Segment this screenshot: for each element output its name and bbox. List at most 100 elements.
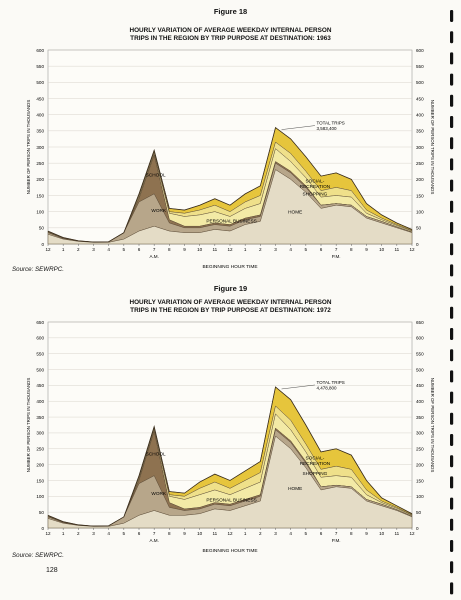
figure-18-title: HOURLY VARIATION OF AVERAGE WEEKDAY INTE…	[40, 27, 421, 43]
fig0-xtick-18: 6	[320, 247, 323, 252]
fig0-ytick-right-600: 600	[416, 48, 424, 53]
fig1-ytick-right-50: 50	[416, 510, 422, 515]
fig1-xtick-19: 7	[335, 531, 338, 536]
fig0-xtick-17: 5	[305, 247, 308, 252]
fig1-ytick-right-100: 100	[416, 494, 424, 499]
fig0-ytick-left-400: 400	[36, 112, 44, 117]
fig1-xtick-3: 3	[92, 531, 95, 536]
fig0-am-label: A.M.	[149, 254, 158, 259]
binding-mark-16	[450, 349, 454, 362]
fig0-pm-label: P.M.	[332, 254, 341, 259]
fig1-ytick-right-350: 350	[416, 415, 424, 420]
fig1-xtick-12: 12	[227, 531, 233, 536]
fig1-ytick-right-450: 450	[416, 383, 424, 388]
fig1-ytick-left-0: 0	[41, 526, 44, 531]
fig0-xtick-4: 4	[107, 247, 110, 252]
fig1-series-label-work: WORK	[151, 491, 166, 496]
fig1-xtick-14: 2	[259, 531, 262, 536]
fig0-total-trips-leader	[281, 125, 315, 130]
binding-mark-26	[450, 561, 454, 574]
fig1-series-label-social-recreation-1: RECREATION	[300, 461, 330, 466]
fig0-ytick-left-350: 350	[36, 129, 44, 134]
fig1-xtick-22: 10	[379, 531, 385, 536]
fig0-series-label-social-recreation-0: SOCIAL-	[306, 178, 325, 183]
fig1-series-label-social-recreation-0: SOCIAL-	[306, 456, 325, 461]
fig1-ytick-left-200: 200	[36, 462, 44, 467]
fig0-ytick-left-50: 50	[39, 226, 45, 231]
fig0-ytick-right-300: 300	[416, 145, 424, 150]
figure-19-title-line-1: HOURLY VARIATION OF AVERAGE WEEKDAY INTE…	[129, 299, 332, 306]
binding-mark-23	[450, 497, 454, 510]
binding-mark-22	[450, 476, 454, 489]
fig0-ytick-right-500: 500	[416, 80, 424, 85]
binding-mark-14	[450, 306, 454, 319]
fig0-series-label-shopping: SHOPPING	[303, 192, 328, 197]
fig0-ytick-left-100: 100	[36, 209, 44, 214]
fig1-xtick-23: 11	[394, 531, 399, 536]
fig1-xlabel: BEGINNING HOUR TIME	[202, 548, 257, 554]
binding-mark-8	[450, 179, 454, 192]
fig1-ylabel-right: NUMBER OF PERSON TRIPS IN THOUSANDS	[430, 378, 435, 473]
fig0-ytick-right-0: 0	[416, 242, 419, 247]
fig0-xtick-15: 3	[274, 247, 277, 252]
fig0-xtick-21: 9	[365, 247, 368, 252]
fig0-total-line	[47, 126, 413, 243]
fig0-xtick-12: 12	[227, 247, 233, 252]
fig1-ytick-left-600: 600	[36, 336, 44, 341]
fig1-ytick-left-100: 100	[36, 494, 44, 499]
binding-mark-20	[450, 434, 454, 446]
fig0-xtick-20: 8	[350, 247, 353, 252]
fig0-series-label-school: SCHOOL	[146, 172, 166, 177]
binding-mark-18	[450, 391, 454, 404]
figure-18-title-line-2: TRIPS IN THE REGION BY TRIP PURPOSE AT D…	[130, 35, 331, 42]
fig1-ytick-left-500: 500	[36, 367, 44, 372]
fig0-xtick-10: 10	[197, 247, 203, 252]
fig1-xtick-5: 5	[123, 531, 126, 536]
fig1-pm-label: P.M.	[332, 538, 341, 543]
fig0-xtick-0: 12	[45, 247, 51, 252]
fig1-xtick-6: 6	[138, 531, 141, 536]
fig0-ytick-left-450: 450	[36, 96, 44, 101]
binding-mark-11	[450, 243, 454, 256]
fig1-ytick-left-300: 300	[36, 431, 44, 436]
fig1-total-line	[47, 386, 413, 527]
fig0-ytick-left-200: 200	[36, 177, 44, 182]
fig0-ytick-right-250: 250	[416, 161, 424, 166]
fig1-ytick-left-550: 550	[36, 351, 44, 356]
fig1-xtick-8: 8	[168, 531, 171, 536]
fig1-xtick-10: 10	[197, 531, 203, 536]
binding-mark-21	[450, 455, 454, 468]
fig1-ytick-left-50: 50	[39, 510, 45, 515]
fig0-xtick-9: 9	[183, 247, 186, 252]
fig0-ytick-left-550: 550	[36, 64, 44, 69]
fig1-xtick-15: 3	[274, 531, 277, 536]
fig0-ylabel-left: NUMBER OF PERSON TRIPS IN THOUSANDS	[26, 100, 31, 195]
fig1-ytick-left-450: 450	[36, 383, 44, 388]
fig0-xtick-22: 10	[379, 247, 385, 252]
fig0-xtick-16: 4	[289, 247, 292, 252]
fig1-xtick-21: 9	[365, 531, 368, 536]
fig1-ytick-right-150: 150	[416, 478, 424, 483]
binding-mark-19	[450, 412, 454, 425]
fig0-ytick-right-150: 150	[416, 193, 424, 198]
binding-mark-0	[450, 10, 454, 22]
fig1-series-label-school: SCHOOL	[146, 451, 166, 456]
fig0-xtick-23: 11	[394, 247, 399, 252]
fig1-ytick-right-550: 550	[416, 351, 424, 356]
fig1-xtick-1: 1	[62, 531, 65, 536]
binding-mark-9	[450, 200, 454, 213]
binding-mark-6	[450, 137, 454, 150]
fig0-xlabel: BEGINNING HOUR TIME	[202, 264, 257, 270]
fig1-total-trips-leader	[281, 384, 315, 390]
fig0-series-label-social-recreation-1: RECREATION	[300, 184, 330, 189]
binding-mark-1	[450, 31, 454, 44]
spiral-binding	[450, 10, 454, 595]
fig1-ytick-right-300: 300	[416, 431, 424, 436]
binding-mark-17	[450, 370, 454, 383]
fig1-xtick-4: 4	[107, 531, 110, 536]
fig0-ytick-left-150: 150	[36, 193, 44, 198]
fig0-ytick-right-50: 50	[416, 226, 422, 231]
fig0-ylabel-right: NUMBER OF PERSON TRIPS IN THOUSANDS	[430, 100, 435, 195]
fig1-xtick-9: 9	[183, 531, 186, 536]
binding-mark-7	[450, 158, 454, 171]
